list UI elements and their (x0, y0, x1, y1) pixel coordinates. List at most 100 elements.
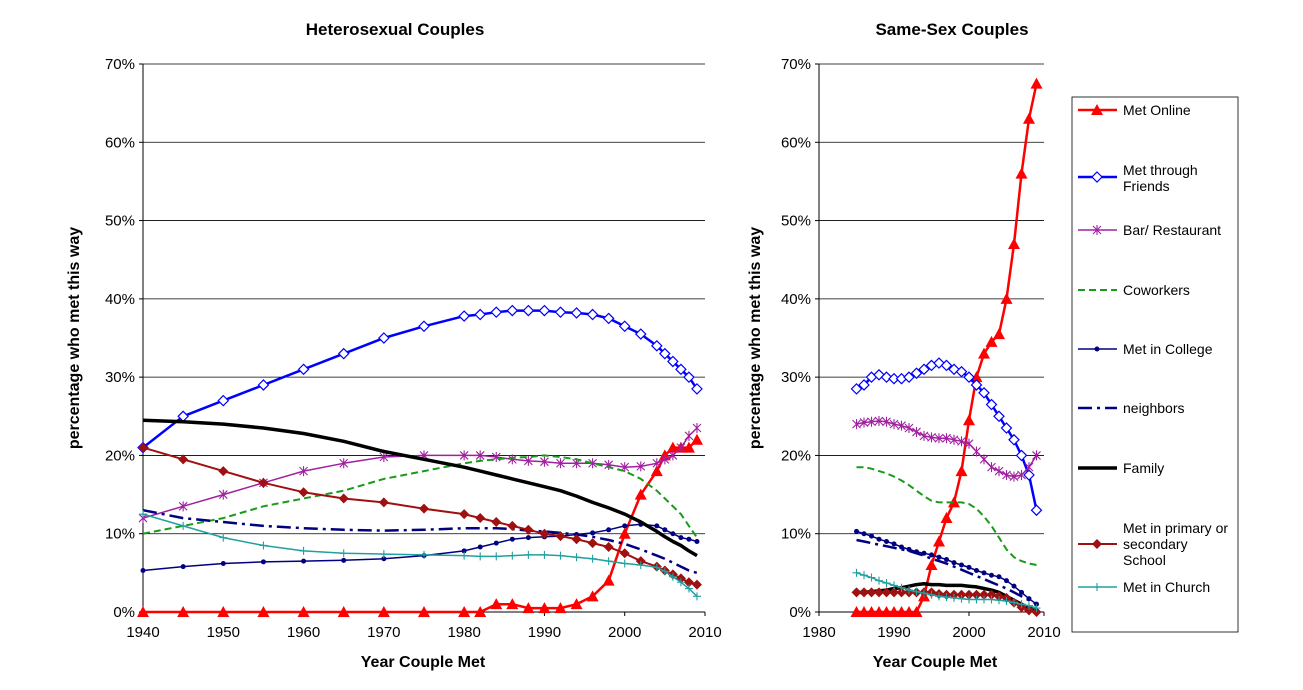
chart-title: Same-Sex Couples (875, 20, 1028, 39)
data-point (903, 371, 915, 383)
series-line (142, 418, 698, 558)
data-point (506, 598, 519, 610)
data-point (1000, 292, 1013, 304)
data-point (180, 564, 186, 570)
data-point (996, 574, 1002, 580)
x-tick-label: 1950 (207, 624, 240, 641)
series-line (142, 309, 699, 449)
data-point (935, 592, 943, 601)
data-point (339, 549, 348, 558)
data-point (867, 416, 876, 427)
data-point (140, 568, 146, 574)
y-axis-title: percentage who met this way (66, 227, 83, 449)
chart-heterosexual: 0% 10% 20% 30% 40% 50% 60% 70% 1940 1950 1960 1970 1… (66, 20, 722, 671)
data-point (524, 550, 533, 559)
y-tick-label: 10% (781, 526, 811, 543)
data-point (539, 528, 550, 539)
data-point (1015, 167, 1028, 179)
legend-label: Family (1123, 460, 1164, 476)
data-point (556, 551, 565, 560)
legend-item-neighbors: neighbors (1078, 400, 1185, 416)
data-point (604, 557, 613, 566)
data-point (219, 533, 228, 542)
legend-label: Coworkers (1123, 282, 1190, 298)
data-point (1019, 589, 1024, 595)
series-met-in-church (852, 568, 1041, 613)
data-point (654, 523, 660, 529)
data-point (942, 593, 951, 602)
data-point (1011, 583, 1017, 589)
data-point (905, 586, 913, 595)
y-axis-title: percentage who met this way (747, 227, 764, 449)
data-point (588, 554, 597, 563)
data-point (492, 552, 501, 561)
data-point (951, 560, 957, 566)
x-tick-label: 2000 (608, 624, 641, 641)
x-tick-label: 1990 (877, 624, 910, 641)
data-point (490, 598, 503, 610)
data-point (341, 557, 347, 563)
data-point (866, 587, 877, 598)
data-point (851, 587, 862, 598)
data-point (867, 573, 876, 582)
y-tick-label: 30% (105, 369, 135, 386)
data-point (985, 335, 998, 347)
data-point (460, 551, 469, 560)
data-point (897, 583, 906, 592)
data-point (881, 587, 892, 598)
data-point (666, 441, 679, 453)
data-point (301, 558, 307, 564)
data-point (859, 417, 869, 428)
data-point (897, 420, 906, 431)
data-point (636, 561, 645, 570)
data-point (570, 307, 583, 319)
data-point (337, 606, 350, 617)
data-point (523, 455, 533, 466)
y-tick-label: 0% (113, 604, 135, 621)
data-point (927, 432, 936, 443)
x-axis-title: Year Couple Met (873, 654, 998, 671)
data-point (912, 587, 921, 596)
data-point (636, 461, 646, 472)
data-point (509, 536, 515, 542)
data-point (850, 383, 863, 395)
legend-marker (1093, 583, 1101, 591)
data-point (220, 560, 226, 566)
data-point (538, 602, 551, 614)
data-point (929, 552, 934, 558)
data-point (934, 433, 944, 444)
series-met-through-friends (137, 304, 703, 454)
data-point (860, 571, 868, 580)
data-point (540, 550, 549, 559)
data-point (339, 458, 349, 469)
data-point (1025, 601, 1033, 610)
y-tick-label: 70% (781, 56, 811, 73)
data-point (869, 533, 874, 539)
data-point (660, 567, 669, 576)
legend-marker (1094, 346, 1100, 352)
series-met-through-friends (850, 357, 1043, 517)
data-point (379, 550, 388, 559)
data-point (586, 308, 599, 321)
data-point (1009, 471, 1019, 482)
data-point (603, 542, 614, 553)
data-point (618, 320, 631, 333)
data-point (980, 595, 988, 604)
data-point (218, 489, 228, 500)
series-line (856, 83, 1038, 614)
data-point (458, 310, 470, 322)
data-point (964, 589, 974, 600)
data-point (957, 594, 966, 603)
data-point (971, 589, 982, 600)
data-point (1023, 112, 1035, 124)
y-tick-label: 20% (781, 447, 811, 464)
data-point (299, 466, 308, 477)
data-point (178, 501, 188, 512)
data-point (882, 579, 891, 588)
data-point (682, 441, 695, 453)
data-point (668, 450, 678, 461)
data-point (944, 557, 949, 563)
data-point (540, 456, 549, 467)
data-point (555, 531, 566, 542)
data-point (554, 602, 567, 614)
